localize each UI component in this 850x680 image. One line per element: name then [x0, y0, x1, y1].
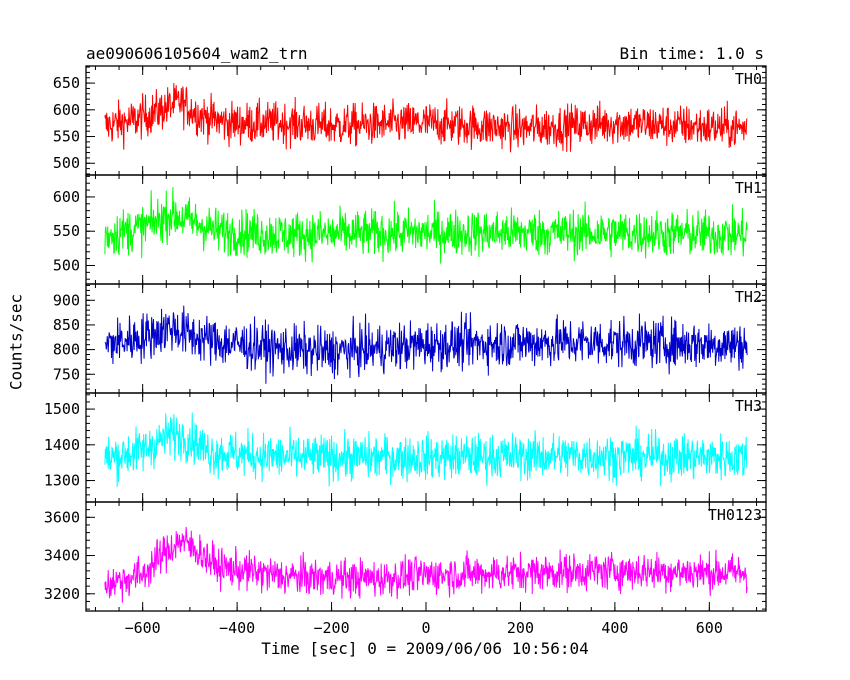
- y-tick-label: 3200: [44, 585, 80, 603]
- y-tick-label: 900: [53, 291, 80, 309]
- x-tick-label: 400: [601, 619, 628, 637]
- y-tick-label: 3400: [44, 547, 80, 565]
- chart-title: ae090606105604_wam2_trn: [86, 44, 308, 63]
- y-tick-label: 500: [53, 154, 80, 172]
- x-axis-label: Time [sec] 0 = 2009/06/06 10:56:04: [261, 639, 589, 658]
- series-line-th3: [104, 412, 748, 488]
- legend-th2: TH2: [735, 288, 762, 306]
- y-tick-label: 750: [53, 365, 80, 383]
- y-tick-label: 600: [53, 188, 80, 206]
- y-tick-label: 550: [53, 222, 80, 240]
- series-line-th2: [104, 305, 748, 384]
- legend-th0: TH0: [735, 70, 762, 88]
- series-line-th0: [104, 83, 748, 153]
- y-tick-label: 1300: [44, 472, 80, 490]
- legend-th0123: TH0123: [708, 506, 762, 524]
- x-tick-label: 200: [507, 619, 534, 637]
- y-tick-label: 3600: [44, 508, 80, 526]
- legend-th3: TH3: [735, 397, 762, 415]
- panel-frame-th0123: [85, 501, 767, 612]
- y-tick-label: 550: [53, 128, 80, 146]
- x-tick-label: −600: [125, 619, 161, 637]
- y-axis-label: Counts/sec: [6, 293, 26, 391]
- series-line-th0123: [104, 526, 748, 603]
- y-tick-label: 650: [53, 74, 80, 92]
- series-line-th1: [104, 186, 748, 264]
- x-tick-label: 0: [421, 619, 430, 637]
- y-tick-label: 800: [53, 341, 80, 359]
- y-tick-label: 500: [53, 256, 80, 274]
- x-tick-label: 600: [696, 619, 723, 637]
- bin-time-label: Bin time: 1.0 s: [619, 44, 765, 63]
- y-tick-label: 600: [53, 101, 80, 119]
- legend-th1: TH1: [735, 179, 762, 197]
- y-tick-label: 1400: [44, 436, 80, 454]
- y-tick-label: 850: [53, 316, 80, 334]
- x-tick-label: −200: [313, 619, 349, 637]
- x-tick-label: −400: [219, 619, 255, 637]
- y-tick-label: 1500: [44, 400, 80, 418]
